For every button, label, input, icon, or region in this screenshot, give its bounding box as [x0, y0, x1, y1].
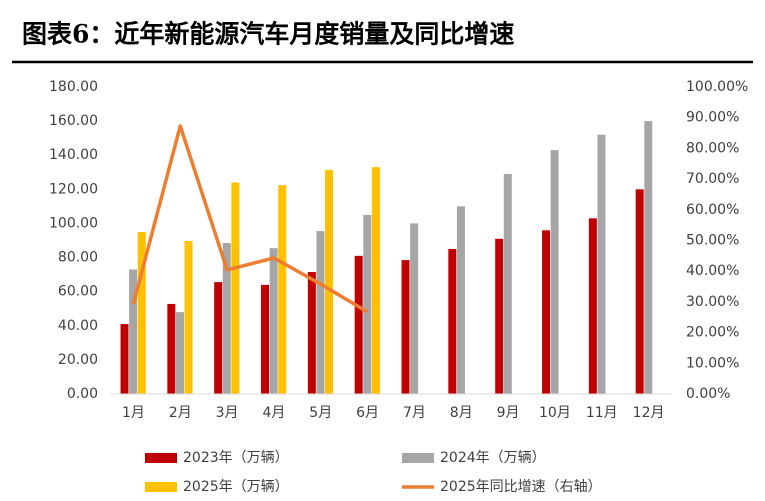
y-tick-label: 160.00 [49, 113, 98, 129]
bar [184, 241, 193, 394]
x-tick-label: 10月 [539, 405, 571, 421]
x-tick-label: 6月 [356, 405, 379, 421]
y2-tick-label: 20.00% [686, 325, 739, 341]
bar [644, 121, 653, 394]
bar [371, 167, 380, 394]
legend-swatch [402, 453, 434, 463]
y-tick-label: 0.00 [67, 386, 98, 402]
y-tick-label: 100.00 [49, 215, 98, 231]
x-tick-label: 1月 [122, 405, 145, 421]
x-tick-label: 8月 [450, 405, 473, 421]
line [131, 124, 369, 314]
bar [635, 189, 644, 394]
bar [129, 269, 138, 394]
bar [269, 248, 278, 394]
bar [175, 312, 184, 394]
bar [588, 218, 597, 394]
bar [410, 223, 419, 394]
y2-tick-label: 60.00% [686, 202, 739, 218]
y-tick-label: 80.00 [58, 250, 98, 266]
bar [456, 206, 465, 394]
x-tick-label: 2月 [169, 405, 192, 421]
bar [137, 231, 146, 394]
y2-tick-label: 30.00% [686, 294, 739, 310]
chart-title: 图表6：近年新能源汽车月度销量及同比增速 [22, 20, 514, 49]
bar [363, 214, 372, 394]
x-tick-label: 9月 [497, 405, 520, 421]
bar [120, 324, 129, 394]
x-tick-label: 12月 [633, 405, 665, 421]
bar [278, 185, 287, 394]
x-tick-label: 11月 [586, 405, 618, 421]
bar [307, 272, 316, 394]
bar [354, 255, 363, 394]
y2-tick-label: 100.00% [686, 79, 748, 95]
legend-swatch [145, 453, 177, 463]
bar [167, 303, 176, 394]
bar [316, 231, 325, 394]
bar [503, 173, 512, 394]
y-tick-label: 120.00 [49, 181, 98, 197]
bar [597, 134, 606, 394]
x-tick-label: 7月 [403, 405, 426, 421]
y-tick-label: 140.00 [49, 147, 98, 163]
bar [222, 243, 231, 394]
legend-swatch [145, 482, 177, 492]
y-tick-label: 20.00 [58, 352, 98, 368]
y2-tick-label: 70.00% [686, 171, 739, 187]
y2-tick-label: 80.00% [686, 140, 739, 156]
x-tick-label: 5月 [309, 405, 332, 421]
legend-label: 2023年（万辆） [183, 450, 289, 466]
y-tick-label: 180.00 [49, 79, 98, 95]
y2-tick-label: 0.00% [686, 386, 730, 402]
y2-tick-label: 10.00% [686, 355, 739, 371]
legend-label: 2024年（万辆） [440, 450, 546, 466]
legend-label: 2025年同比增速（右轴） [440, 479, 602, 495]
y-tick-label: 60.00 [58, 284, 98, 300]
bar [325, 169, 334, 394]
y2-tick-label: 90.00% [686, 110, 739, 126]
bar [401, 260, 410, 394]
bar [261, 284, 270, 394]
bar [542, 230, 551, 394]
y2-tick-label: 50.00% [686, 233, 739, 249]
bar [448, 249, 457, 394]
legend-label: 2025年（万辆） [183, 479, 289, 495]
y-tick-label: 40.00 [58, 318, 98, 334]
x-tick-label: 3月 [216, 405, 239, 421]
x-tick-label: 4月 [262, 405, 285, 421]
y2-tick-label: 40.00% [686, 263, 739, 279]
bar [495, 238, 504, 394]
bar [550, 150, 559, 394]
bar [231, 182, 240, 394]
bar [214, 282, 223, 394]
